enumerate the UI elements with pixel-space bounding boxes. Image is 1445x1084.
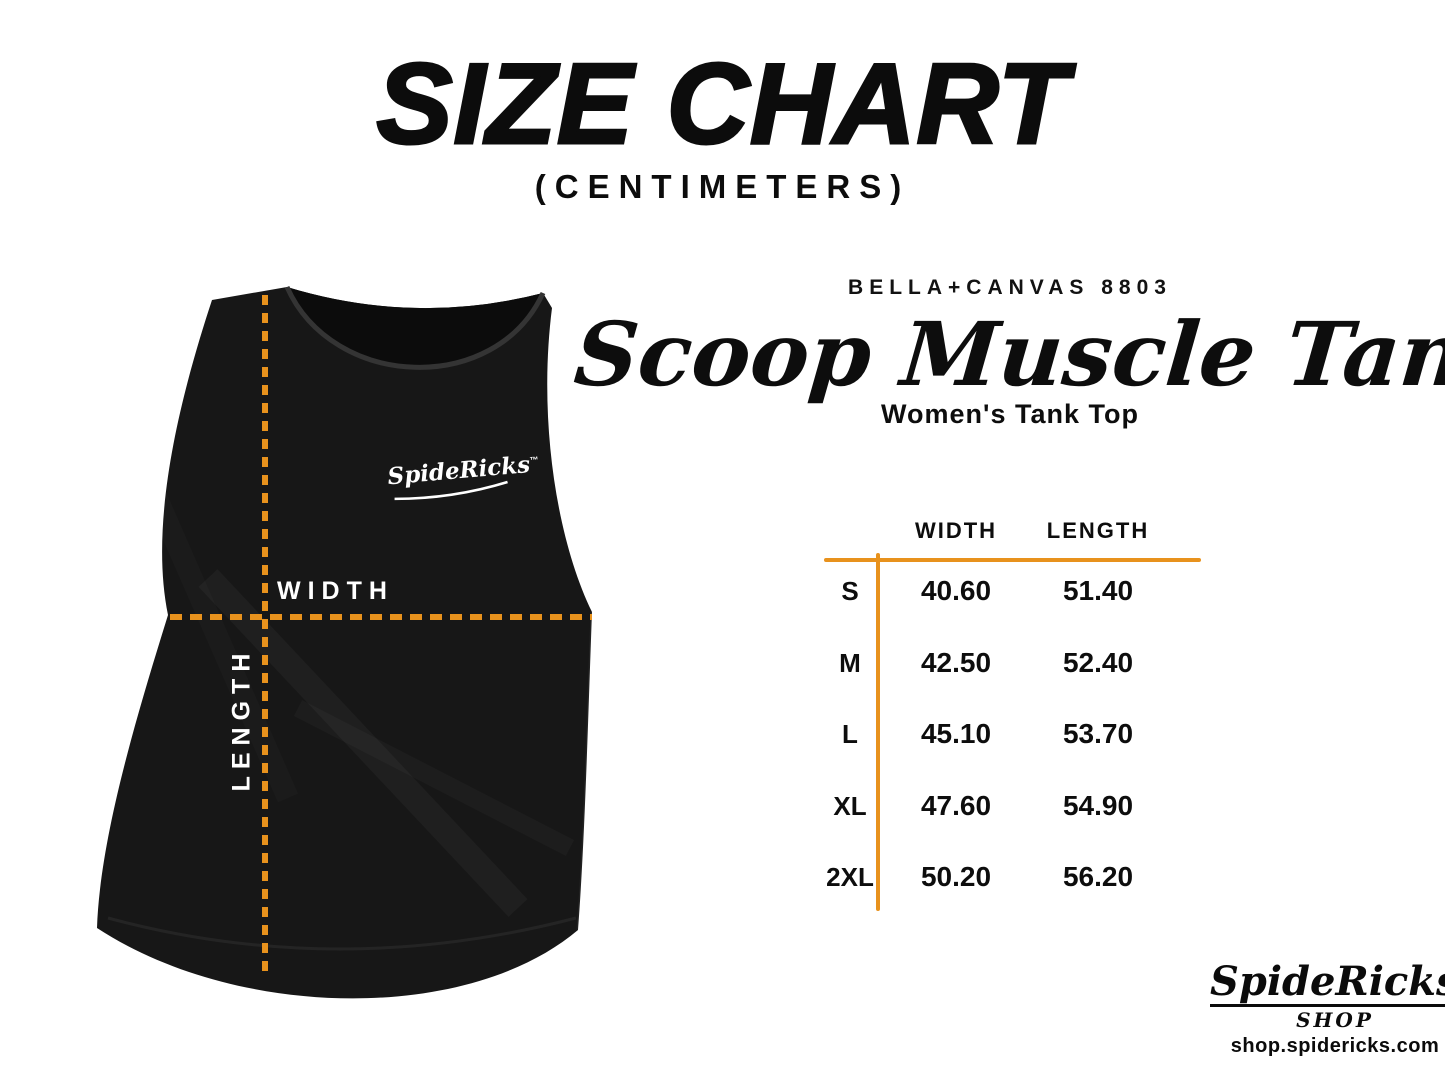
table-row: L 45.10 53.70 — [820, 698, 1164, 770]
tank-top-image — [97, 285, 594, 999]
table-header-width: WIDTH — [914, 518, 998, 543]
size-label: S — [841, 575, 859, 606]
page-title-unit: (CENTIMETERS) — [534, 168, 911, 205]
side-seam-highlight — [576, 611, 594, 931]
size-label: 2XL — [826, 861, 874, 892]
width-measure-label: WIDTH — [277, 577, 394, 605]
footer-logo: SpideRicks™ — [1210, 962, 1445, 1007]
size-label: M — [839, 647, 861, 678]
length-value: 56.20 — [1062, 861, 1134, 892]
length-value: 54.90 — [1062, 790, 1134, 821]
footer-logo-text: SpideRicks — [1210, 958, 1445, 1005]
table-row: XL 47.60 54.90 — [820, 770, 1164, 842]
tank-collar — [284, 285, 546, 370]
hem-fold-line — [107, 916, 577, 951]
logo-swoosh-icon — [394, 480, 508, 501]
width-value: 50.20 — [920, 861, 992, 892]
tank-neck-opening — [287, 287, 543, 368]
table-header-length: LENGTH — [1046, 518, 1150, 543]
table-row: M 42.50 52.40 — [820, 627, 1164, 699]
footer-url: shop.spidericks.com — [1230, 1035, 1440, 1057]
table-horizontal-rule — [824, 558, 1201, 562]
length-measure-label: LENGTH — [227, 646, 256, 792]
size-label: L — [842, 718, 858, 749]
width-value: 40.60 — [920, 575, 992, 606]
table-vertical-rule — [876, 553, 880, 911]
product-subtitle: Women's Tank Top — [881, 399, 1139, 429]
width-value: 47.60 — [920, 790, 992, 821]
table-row: 2XL 50.20 56.20 — [820, 841, 1164, 913]
chest-brand-logo: SpideRicks™ — [386, 451, 539, 503]
length-value: 51.40 — [1062, 575, 1134, 606]
length-value: 52.40 — [1062, 647, 1134, 678]
length-value: 53.70 — [1062, 718, 1134, 749]
footer-logo-shop: SHOP — [1296, 1008, 1374, 1032]
table-row: S 40.60 51.40 — [820, 555, 1164, 627]
product-name: Scoop Muscle Tank — [570, 302, 1445, 406]
width-value: 42.50 — [920, 647, 992, 678]
width-value: 45.10 — [920, 718, 992, 749]
trademark-symbol: ™ — [529, 454, 540, 466]
brand-model-line: BELLA+CANVAS 8803 — [848, 276, 1172, 299]
size-label: XL — [833, 790, 867, 821]
tank-silhouette — [97, 287, 592, 999]
footer-brand-block: SpideRicks™ SHOP shop.spidericks.com — [1210, 962, 1445, 1058]
page-title: SIZE CHART — [375, 41, 1069, 168]
